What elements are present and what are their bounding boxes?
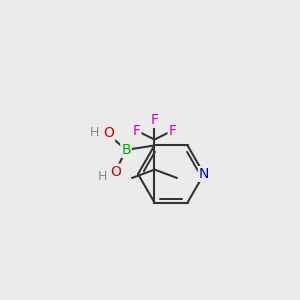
Text: H: H — [89, 126, 99, 139]
Text: O: O — [110, 164, 121, 178]
Text: B: B — [121, 143, 131, 157]
Text: F: F — [169, 124, 176, 138]
Text: F: F — [151, 113, 158, 127]
Text: O: O — [103, 126, 114, 140]
Text: N: N — [199, 167, 209, 181]
Text: F: F — [133, 124, 140, 138]
Text: H: H — [98, 170, 107, 183]
